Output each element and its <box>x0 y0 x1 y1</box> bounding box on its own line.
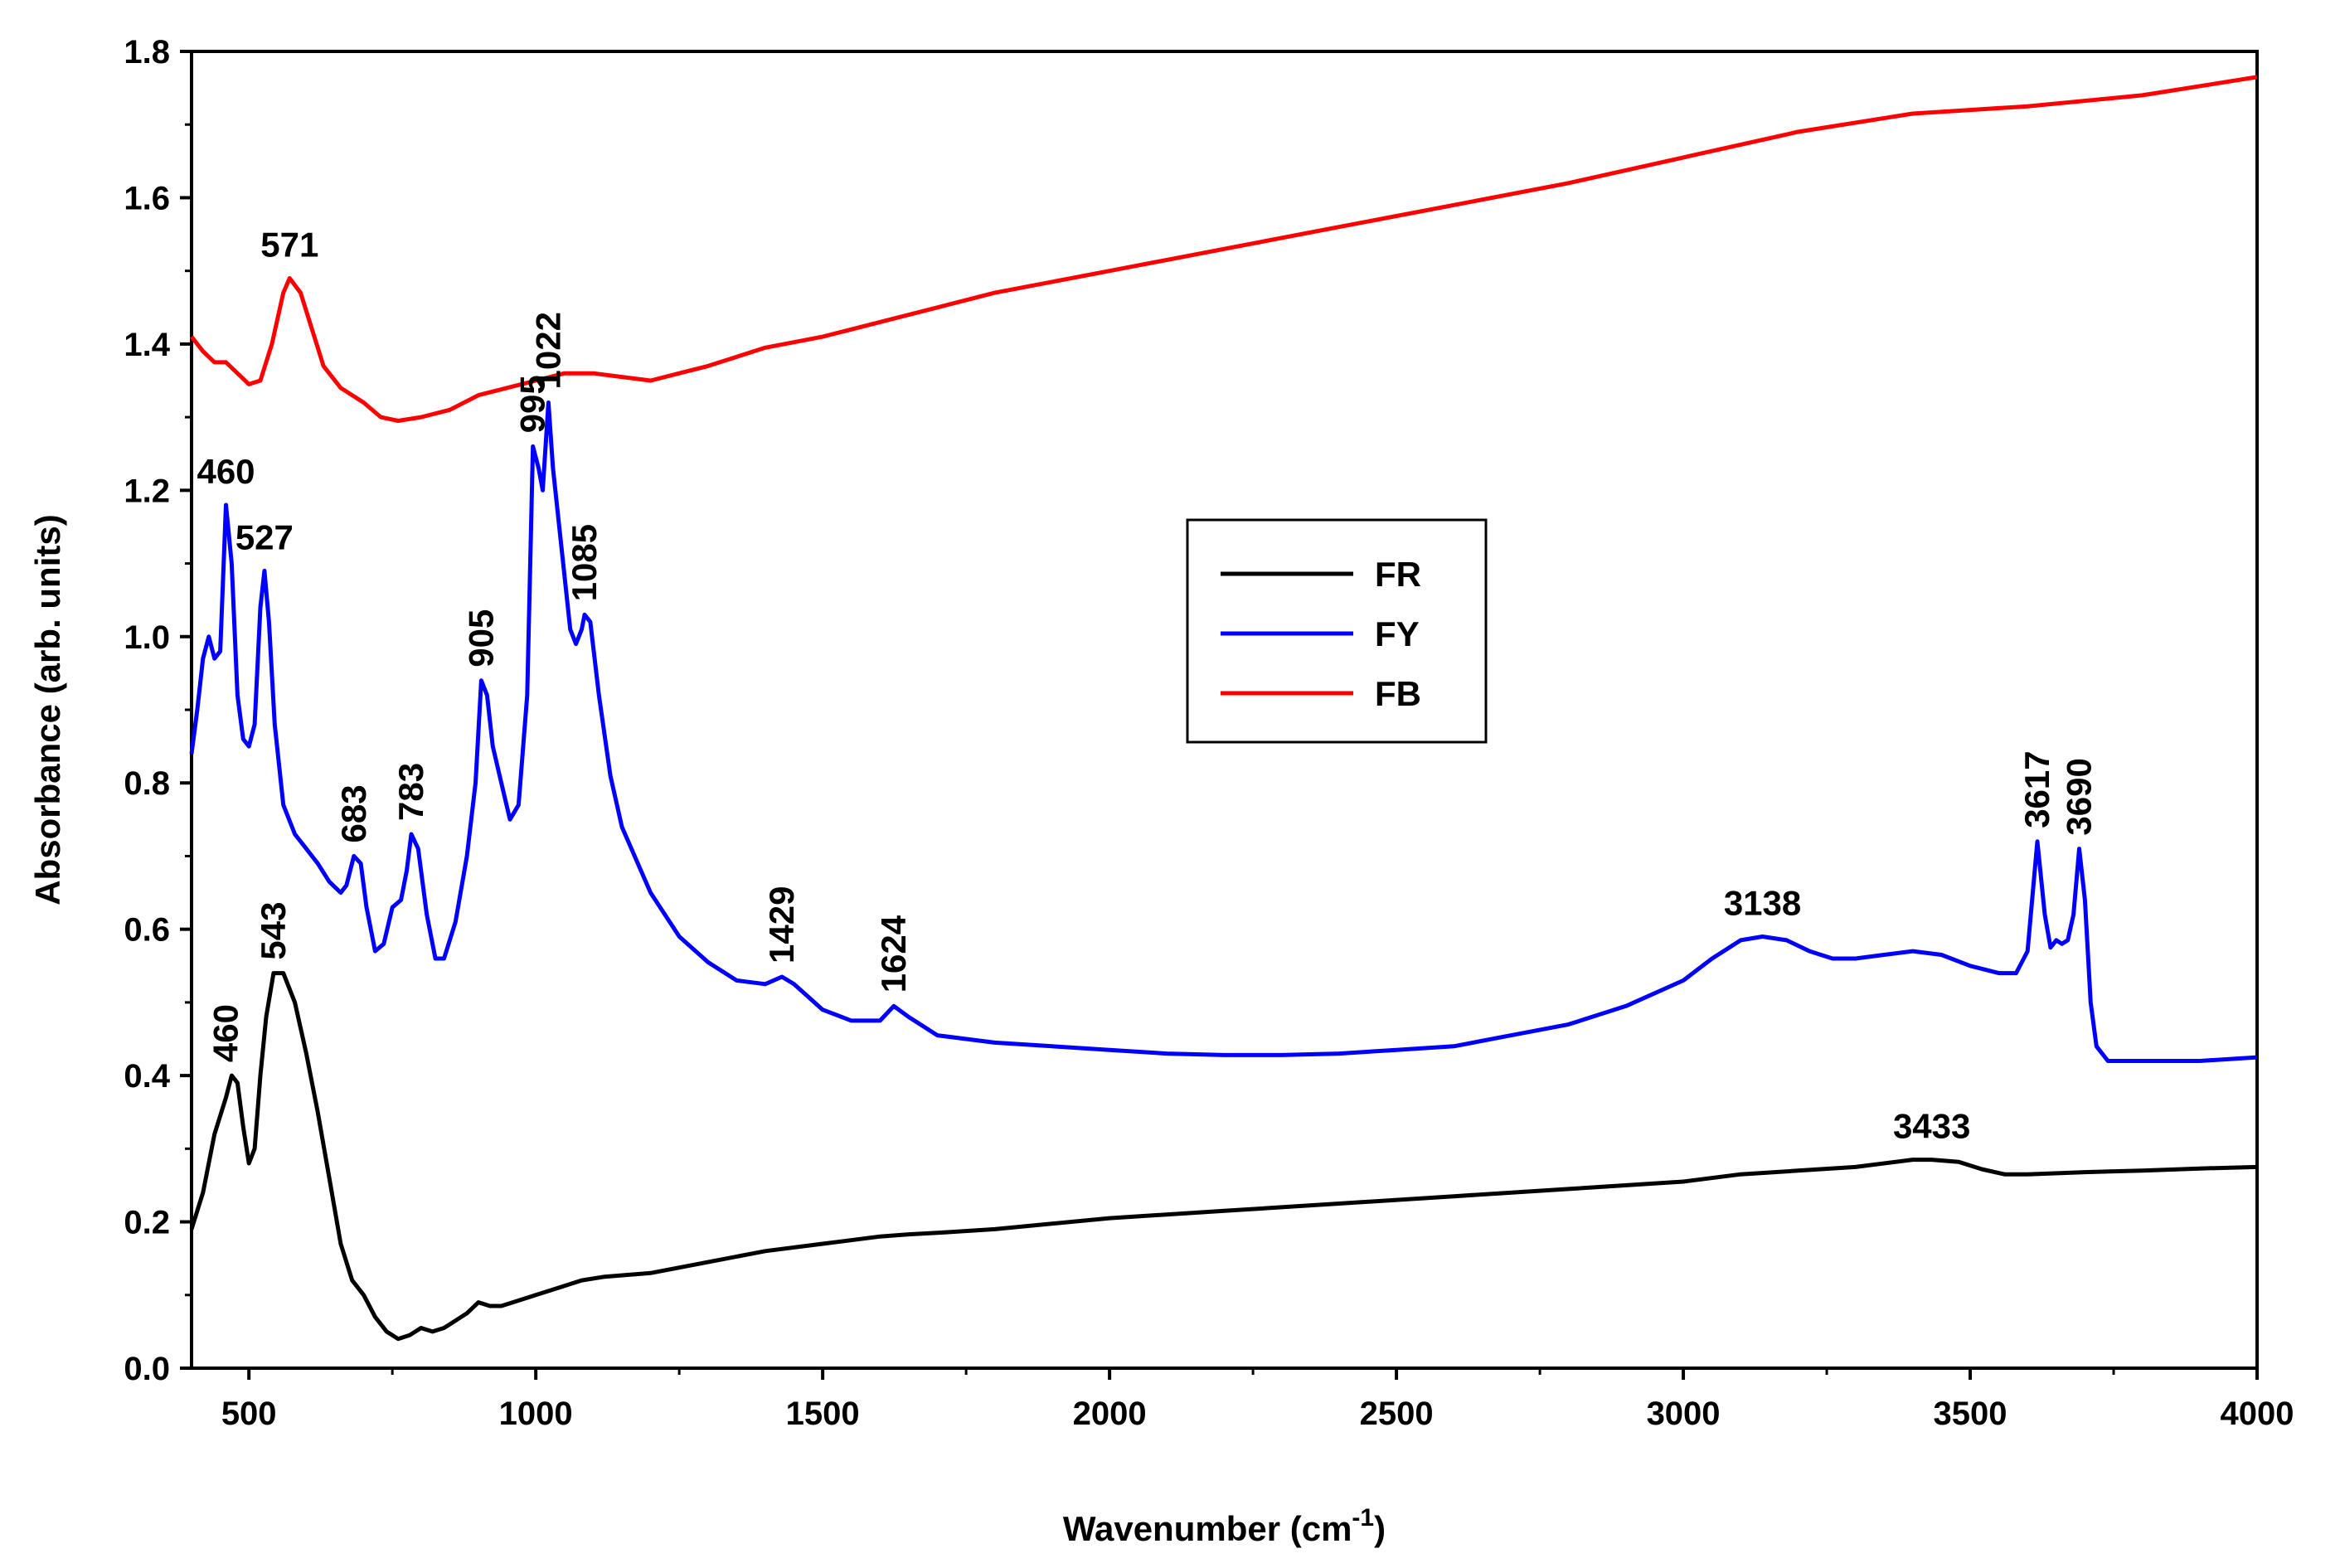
peak-label: 3690 <box>2059 758 2098 835</box>
y-axis-title: Absorbance (arb. units) <box>28 514 67 905</box>
y-tick-label: 0.0 <box>124 1351 170 1387</box>
peak-label: 543 <box>254 902 293 960</box>
x-tick-label: 500 <box>221 1396 277 1432</box>
y-tick-label: 1.0 <box>124 619 170 656</box>
series-layer <box>189 75 2258 1342</box>
legend-label-fy: FY <box>1375 614 1420 653</box>
peak-label: 905 <box>461 609 500 667</box>
y-tick-label: 1.6 <box>124 180 170 216</box>
series-line-fy <box>189 400 2258 1063</box>
peak-label: 1085 <box>565 524 604 601</box>
series-line-fr <box>189 971 2258 1342</box>
legend: FR FY FB <box>1186 518 1488 744</box>
x-tick-label: 1000 <box>499 1396 573 1432</box>
y-tick-label: 0.2 <box>124 1205 170 1241</box>
peak-label: 3138 <box>1724 883 1801 922</box>
peak-label: 460 <box>197 452 255 491</box>
peak-label: 527 <box>235 517 294 556</box>
series-line-fb <box>190 75 2258 423</box>
peak-label: 3433 <box>1893 1107 1970 1146</box>
x-tick-label: 2000 <box>1073 1396 1147 1432</box>
x-axis: 500 1000 1500 2000 2500 3000 3500 4000 <box>221 1368 2294 1432</box>
peak-label: 783 <box>391 763 430 821</box>
peak-label: 1429 <box>762 886 801 964</box>
x-axis-title-superscript: -1 <box>1352 1504 1374 1532</box>
y-tick-label: 1.4 <box>124 327 170 363</box>
x-tick-label: 4000 <box>2221 1396 2294 1432</box>
peak-label: 1624 <box>874 915 913 993</box>
peak-label: 683 <box>334 784 373 842</box>
y-tick-label: 0.4 <box>124 1058 170 1095</box>
legend-label-fb: FB <box>1375 674 1421 713</box>
x-axis-title: Wavenumber (cm-1) <box>1063 1504 1386 1548</box>
x-tick-label: 3000 <box>1647 1396 1721 1432</box>
x-axis-title-close: ) <box>1374 1509 1386 1548</box>
peak-label: 3617 <box>2017 750 2056 828</box>
legend-box <box>1186 518 1488 744</box>
legend-label-fr: FR <box>1375 555 1421 594</box>
x-tick-label: 3500 <box>1934 1396 2007 1432</box>
y-tick-label: 1.2 <box>124 473 170 509</box>
peak-label: 571 <box>260 225 318 264</box>
y-tick-label: 1.8 <box>124 34 170 70</box>
y-tick-label: 0.8 <box>124 765 170 802</box>
y-axis: 0.0 0.2 0.4 0.6 0.8 1.0 1.2 1.4 1.6 1.8 <box>124 34 192 1387</box>
peak-label: 460 <box>206 1004 245 1062</box>
y-tick-label: 0.6 <box>124 912 170 949</box>
x-tick-label: 1500 <box>786 1396 860 1432</box>
peak-label: 1022 <box>528 312 567 389</box>
x-tick-label: 2500 <box>1360 1396 1434 1432</box>
peak-label: 995 <box>513 375 552 433</box>
